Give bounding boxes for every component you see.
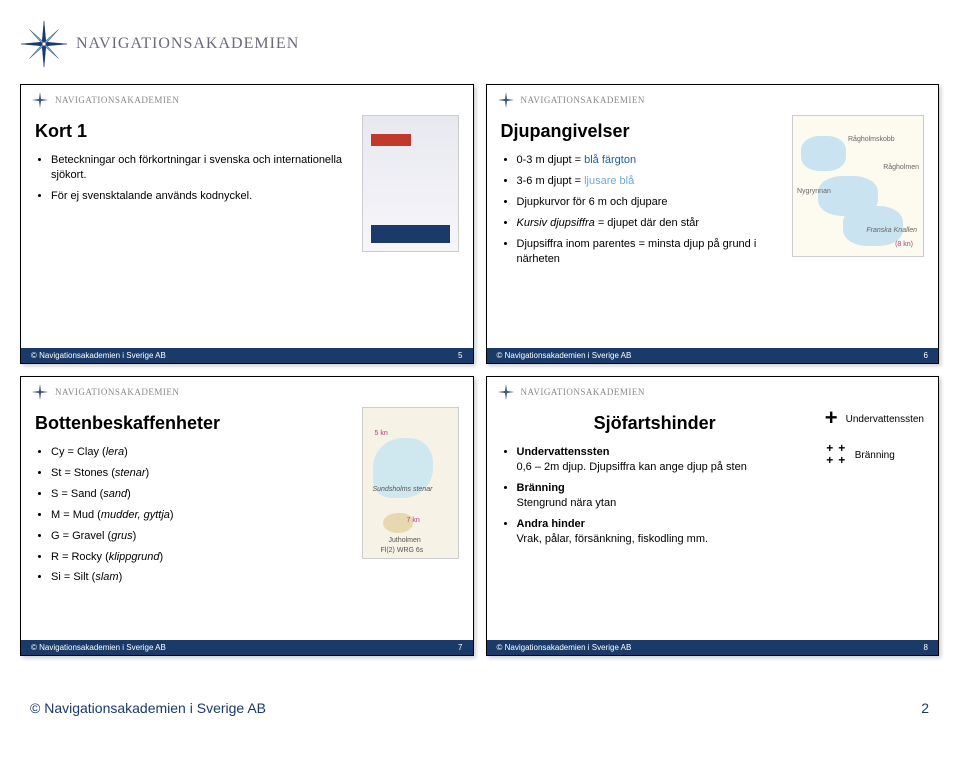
- list-item: Andra hinder Vrak, pålar, försänkning, f…: [517, 517, 809, 547]
- map-label: Rågholmskobb: [848, 136, 895, 143]
- emphasis: blå färgton: [584, 154, 636, 166]
- list-item: G = Gravel (grus): [51, 529, 352, 544]
- footer-copyright: © Navigationsakademien i Sverige AB: [31, 351, 166, 360]
- list-item: För ej svensktalande används kodnyckel.: [51, 189, 352, 204]
- slide-title: Kort 1: [35, 119, 352, 143]
- page-number: 2: [921, 700, 929, 716]
- list-item: Undervattenssten 0,6 – 2m djup. Djupsiff…: [517, 445, 809, 475]
- symbol-legend: + Undervattenssten ++++ Bränning: [825, 407, 924, 636]
- bullet-list: 0-3 m djupt = blå färgton 3-6 m djupt = …: [501, 153, 783, 266]
- slide-brand: NAVIGATIONSAKADEMIEN: [55, 95, 179, 105]
- chart-excerpt-map: Rågholmskobb Rågholmen Nygrynnan Franska…: [792, 115, 924, 257]
- map-label: Fl(2) WRG 6s: [381, 547, 424, 554]
- map-label: (8 kn): [895, 241, 913, 248]
- slide-brand: NAVIGATIONSAKADEMIEN: [55, 387, 179, 397]
- slide-footer: © Navigationsakademien i Sverige AB 6: [487, 348, 939, 363]
- list-item: Si = Silt (slam): [51, 570, 352, 585]
- slide-number: 5: [458, 351, 462, 360]
- map-label: 5 kn: [375, 430, 388, 437]
- slide-header: NAVIGATIONSAKADEMIEN: [21, 377, 473, 403]
- slide-number: 6: [924, 351, 928, 360]
- slide-footer: © Navigationsakademien i Sverige AB 7: [21, 640, 473, 655]
- bullet-list: Beteckningar och förkortningar i svenska…: [35, 153, 352, 204]
- map-label: Franska Knallen: [866, 227, 917, 234]
- compass-rose-icon: [31, 383, 49, 401]
- slide-footer: © Navigationsakademien i Sverige AB 8: [487, 640, 939, 655]
- list-item: Cy = Clay (lera): [51, 445, 352, 460]
- slide-brand: NAVIGATIONSAKADEMIEN: [521, 95, 645, 105]
- slide-footer: © Navigationsakademien i Sverige AB 5: [21, 348, 473, 363]
- slides-grid: NAVIGATIONSAKADEMIEN Kort 1 Beteckningar…: [20, 84, 939, 656]
- map-label: 7 kn: [407, 517, 420, 524]
- list-item: Kursiv djupsiffra = djupet där den står: [517, 216, 783, 231]
- bullet-list: Undervattenssten 0,6 – 2m djup. Djupsiff…: [501, 445, 809, 546]
- list-item: R = Rocky (klippgrund): [51, 550, 352, 565]
- emphasis: Kursiv djupsiffra: [517, 217, 595, 229]
- slide-title: Sjöfartshinder: [501, 411, 809, 435]
- list-item: 0-3 m djupt = blå färgton: [517, 153, 783, 168]
- chart-excerpt-map: 5 kn Sundsholms stenar 7 kn Jutholmen Fl…: [362, 407, 459, 559]
- slide-title: Djupangivelser: [501, 119, 783, 143]
- slide-brand: NAVIGATIONSAKADEMIEN: [521, 387, 645, 397]
- symbol-undervattenssten: + Undervattenssten: [825, 407, 924, 429]
- slide-header: NAVIGATIONSAKADEMIEN: [487, 377, 939, 403]
- footer-copyright: © Navigationsakademien i Sverige AB: [497, 351, 632, 360]
- list-item: Djupkurvor för 6 m och djupare: [517, 195, 783, 210]
- slide-header: NAVIGATIONSAKADEMIEN: [487, 85, 939, 111]
- list-item: S = Sand (sand): [51, 487, 352, 502]
- footer-copyright: © Navigationsakademien i Sverige AB: [497, 643, 632, 652]
- compass-rose-icon: [20, 20, 68, 68]
- list-item: 3-6 m djupt = ljusare blå: [517, 174, 783, 189]
- page-footer-copyright: © Navigationsakademien i Sverige AB: [30, 700, 266, 716]
- brand-name: NAVIGATIONSAKADEMIEN: [76, 35, 299, 53]
- map-label: Sundsholms stenar: [373, 486, 433, 493]
- map-label: Rågholmen: [883, 164, 919, 171]
- list-item: Bränning Stengrund nära ytan: [517, 481, 809, 511]
- slide-bottenbeskaffenheter: NAVIGATIONSAKADEMIEN Bottenbeskaffenhete…: [20, 376, 474, 656]
- compass-rose-icon: [497, 383, 515, 401]
- slide-kort1: NAVIGATIONSAKADEMIEN Kort 1 Beteckningar…: [20, 84, 474, 364]
- slide-sjofartshinder: NAVIGATIONSAKADEMIEN Sjöfartshinder Unde…: [486, 376, 940, 656]
- page-footer: © Navigationsakademien i Sverige AB 2: [20, 696, 939, 720]
- kort1-cover-thumbnail: [362, 115, 459, 252]
- footer-copyright: © Navigationsakademien i Sverige AB: [31, 643, 166, 652]
- compass-rose-icon: [497, 91, 515, 109]
- plus-icon: +: [825, 407, 838, 429]
- compass-rose-icon: [31, 91, 49, 109]
- emphasis: ljusare blå: [584, 175, 634, 187]
- slide-title: Bottenbeskaffenheter: [35, 411, 352, 435]
- list-item: St = Stones (stenar): [51, 466, 352, 481]
- bullet-list: Cy = Clay (lera) St = Stones (stenar) S …: [35, 445, 352, 585]
- slide-header: NAVIGATIONSAKADEMIEN: [21, 85, 473, 111]
- map-label: Nygrynnan: [797, 188, 831, 195]
- list-item: Beteckningar och förkortningar i svenska…: [51, 153, 352, 183]
- multi-plus-icon: ++++: [825, 443, 847, 465]
- list-item: Djupsiffra inom parentes = minsta djup p…: [517, 237, 783, 267]
- list-item: M = Mud (mudder, gyttja): [51, 508, 352, 523]
- slide-number: 7: [458, 643, 462, 652]
- slide-djupangivelser: NAVIGATIONSAKADEMIEN Djupangivelser 0-3 …: [486, 84, 940, 364]
- map-label: Jutholmen: [389, 537, 421, 544]
- page-header: NAVIGATIONSAKADEMIEN: [20, 20, 939, 68]
- slide-number: 8: [924, 643, 928, 652]
- symbol-branning: ++++ Bränning: [825, 443, 924, 465]
